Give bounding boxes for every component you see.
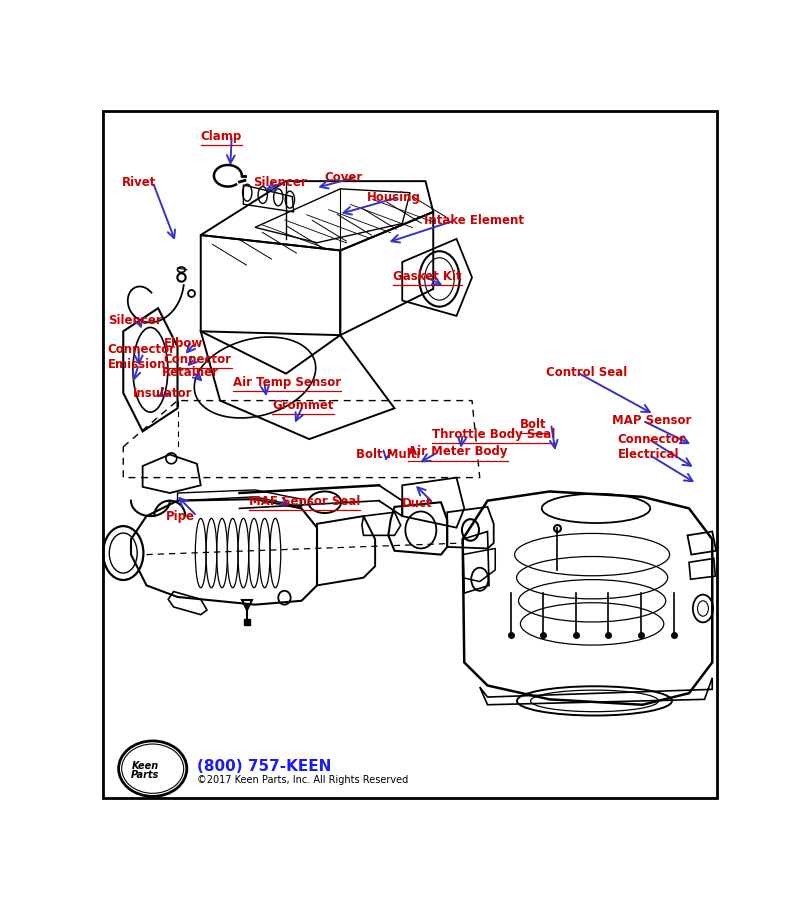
Text: Silencer: Silencer — [108, 314, 162, 328]
Text: Control Seal: Control Seal — [546, 366, 627, 379]
Text: Intake Element: Intake Element — [424, 214, 524, 228]
Text: MAF Sensor Seal: MAF Sensor Seal — [249, 494, 360, 508]
Text: Air Temp Sensor: Air Temp Sensor — [234, 376, 342, 389]
Text: Cover: Cover — [325, 171, 363, 184]
Text: Air Meter Body: Air Meter Body — [409, 446, 508, 458]
Text: Grommet: Grommet — [272, 399, 334, 412]
Text: Insulator: Insulator — [133, 387, 192, 400]
Text: Elbow: Elbow — [163, 338, 203, 350]
Text: Parts: Parts — [131, 770, 159, 780]
Text: Bolt: Bolt — [520, 418, 546, 430]
Text: Connector: Connector — [108, 343, 176, 356]
Text: Electrical: Electrical — [618, 448, 679, 462]
Text: (800) 757-KEEN: (800) 757-KEEN — [197, 759, 331, 774]
Text: Housing: Housing — [367, 191, 422, 204]
Text: Emission: Emission — [108, 358, 166, 371]
Text: Duct: Duct — [402, 497, 433, 509]
Text: ©2017 Keen Parts, Inc. All Rights Reserved: ©2017 Keen Parts, Inc. All Rights Reserv… — [197, 775, 408, 785]
Text: Keen: Keen — [131, 761, 158, 771]
Text: Pipe: Pipe — [166, 510, 195, 523]
Text: Throttle Body Seal: Throttle Body Seal — [432, 428, 555, 441]
Text: Clamp: Clamp — [201, 130, 242, 142]
Text: Retainer: Retainer — [162, 366, 219, 379]
Text: Bolt Multi: Bolt Multi — [356, 448, 420, 462]
Text: Gasket Kit: Gasket Kit — [393, 270, 462, 283]
Text: MAP Sensor: MAP Sensor — [611, 415, 691, 428]
Text: Silencer: Silencer — [254, 176, 307, 189]
Text: Rivet: Rivet — [122, 176, 156, 189]
Text: Connector: Connector — [163, 353, 231, 366]
Text: Connector: Connector — [618, 433, 686, 446]
